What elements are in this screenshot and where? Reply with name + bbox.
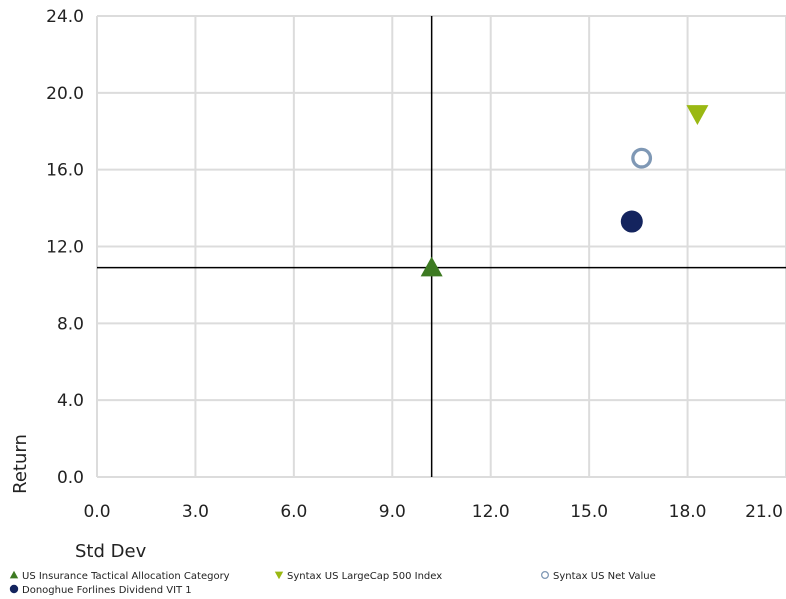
data-point bbox=[620, 210, 643, 233]
legend-marker-icon bbox=[8, 570, 19, 583]
legend-label: Syntax US LargeCap 500 Index bbox=[287, 571, 443, 582]
y-tick-label: 24.0 bbox=[46, 7, 84, 27]
legend-marker-icon bbox=[8, 584, 19, 597]
x-tick-label: 0.0 bbox=[83, 502, 110, 522]
legend-label: Syntax US Net Value bbox=[553, 571, 656, 582]
y-tick-label: 8.0 bbox=[57, 314, 84, 334]
y-axis-title: Return bbox=[10, 434, 31, 494]
data-point bbox=[686, 105, 709, 125]
y-axis-ticks: 0.0 4.0 8.0 12.0 16.0 20.0 24.0 bbox=[46, 7, 84, 488]
legend: US Insurance Tactical Allocation Categor… bbox=[8, 570, 778, 598]
grid-lines bbox=[96, 15, 786, 478]
x-tick-label: 21.0 bbox=[745, 502, 783, 522]
x-axis-ticks: 0.0 3.0 6.0 9.0 12.0 15.0 18.0 21.0 bbox=[83, 502, 782, 522]
legend-marker-icon bbox=[273, 570, 284, 583]
x-tick-label: 15.0 bbox=[570, 502, 608, 522]
data-points bbox=[420, 105, 709, 277]
x-tick-label: 12.0 bbox=[472, 502, 510, 522]
legend-item: Syntax US LargeCap 500 Index bbox=[273, 570, 442, 583]
legend-marker bbox=[9, 584, 18, 594]
y-tick-label: 16.0 bbox=[46, 161, 84, 181]
y-tick-label: 0.0 bbox=[57, 468, 84, 488]
scatter-chart: 0.0 4.0 8.0 12.0 16.0 20.0 24.0 0.0 3.0 6.0 9.0 12… bbox=[10, 7, 786, 562]
legend-marker bbox=[274, 571, 283, 580]
legend-label: US Insurance Tactical Allocation Categor… bbox=[22, 571, 230, 582]
data-point bbox=[631, 147, 653, 169]
legend-item: US Insurance Tactical Allocation Categor… bbox=[8, 570, 230, 583]
legend-label: Donoghue Forlines Dividend VIT 1 bbox=[22, 585, 192, 596]
x-axis-title: Std Dev bbox=[75, 541, 147, 562]
y-tick-label: 4.0 bbox=[57, 391, 84, 411]
x-tick-label: 3.0 bbox=[182, 502, 209, 522]
legend-item: Donoghue Forlines Dividend VIT 1 bbox=[8, 584, 192, 597]
legend-marker bbox=[9, 570, 18, 579]
legend-item: Syntax US Net Value bbox=[539, 570, 656, 583]
y-tick-label: 12.0 bbox=[46, 238, 84, 258]
y-tick-label: 20.0 bbox=[46, 84, 84, 104]
x-tick-label: 9.0 bbox=[379, 502, 406, 522]
legend-marker-icon bbox=[539, 570, 550, 583]
x-tick-label: 18.0 bbox=[669, 502, 707, 522]
data-point bbox=[420, 256, 443, 277]
crosshair-lines bbox=[97, 16, 786, 477]
x-tick-label: 6.0 bbox=[280, 502, 307, 522]
legend-marker bbox=[540, 571, 549, 579]
